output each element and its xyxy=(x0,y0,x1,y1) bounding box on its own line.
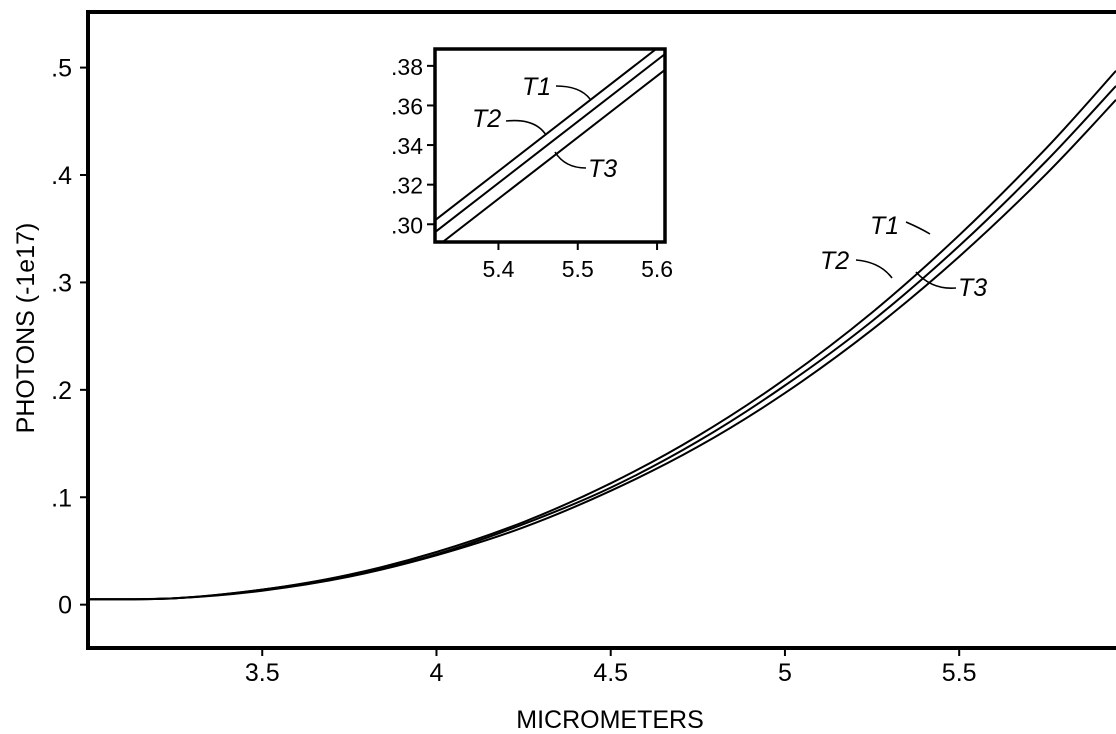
inset-y-tick-label: .32 xyxy=(391,173,423,199)
main-series-line-t3 xyxy=(88,99,1116,601)
main-series-labels: T1 T2 T3 xyxy=(820,212,987,302)
inset-axes: 5.4 5.5 5.6 .30 .32 .34 .36 .38 xyxy=(391,54,673,282)
inset-x-tick-label: 5.6 xyxy=(641,256,673,282)
inset-plot-area xyxy=(435,49,665,242)
main-x-tick-label: 5 xyxy=(778,659,792,687)
main-plot-area xyxy=(88,70,1116,601)
main-x-tick-label: 3.5 xyxy=(245,659,280,687)
main-y-tick-label: .2 xyxy=(51,377,72,405)
main-y-tick-label: .3 xyxy=(51,269,72,297)
series-label-t3: T3 xyxy=(958,274,987,302)
main-x-tick-label: 4 xyxy=(430,659,444,687)
main-x-tick-label: 5.5 xyxy=(942,659,977,687)
inset-plot-frame xyxy=(433,47,667,244)
inset-series-line-t2 xyxy=(435,53,665,233)
leader-line-t3 xyxy=(915,271,957,289)
main-axes: 3.5 4 4.5 5 5.5 0 .1 .2 .3 .4 .5 xyxy=(51,55,976,687)
main-y-tick-label: .5 xyxy=(51,55,72,83)
inset-x-tick-label: 5.5 xyxy=(562,256,594,282)
series-label-t2: T2 xyxy=(820,247,849,275)
leader-line-t2 xyxy=(855,259,893,279)
inset-leader-line-t2 xyxy=(505,119,547,136)
inset-leader-line-t3 xyxy=(554,151,587,169)
main-y-tick-label: 0 xyxy=(58,592,72,620)
series-label-t1: T1 xyxy=(870,212,899,240)
inset-series-labels: T1 T2 T3 xyxy=(472,73,617,183)
inset-y-tick-label: .36 xyxy=(391,93,423,119)
main-y-tick-label: .1 xyxy=(51,484,72,512)
inset-x-tick-label: 5.4 xyxy=(482,256,514,282)
main-plot-frame xyxy=(86,10,1116,650)
inset-y-tick-label: .34 xyxy=(391,133,423,159)
main-series-line-t2 xyxy=(88,85,1116,601)
inset-series-line-t1 xyxy=(435,49,658,222)
x-axis-title: MICROMETERS xyxy=(516,706,704,734)
leader-line-t1 xyxy=(905,221,931,235)
main-y-tick-label: .4 xyxy=(51,162,72,190)
inset-series-line-t3 xyxy=(441,69,665,242)
inset-y-tick-label: .30 xyxy=(391,212,423,238)
inset-leader-line-t1 xyxy=(555,85,591,100)
inset-y-tick-label: .38 xyxy=(391,54,423,80)
inset-series-label-t2: T2 xyxy=(472,105,501,133)
y-axis-title: PHOTONS (-1e17) xyxy=(12,223,40,434)
inset-series-label-t1: T1 xyxy=(522,73,551,101)
inset-series-label-t3: T3 xyxy=(588,155,617,183)
main-x-tick-label: 4.5 xyxy=(593,659,628,687)
